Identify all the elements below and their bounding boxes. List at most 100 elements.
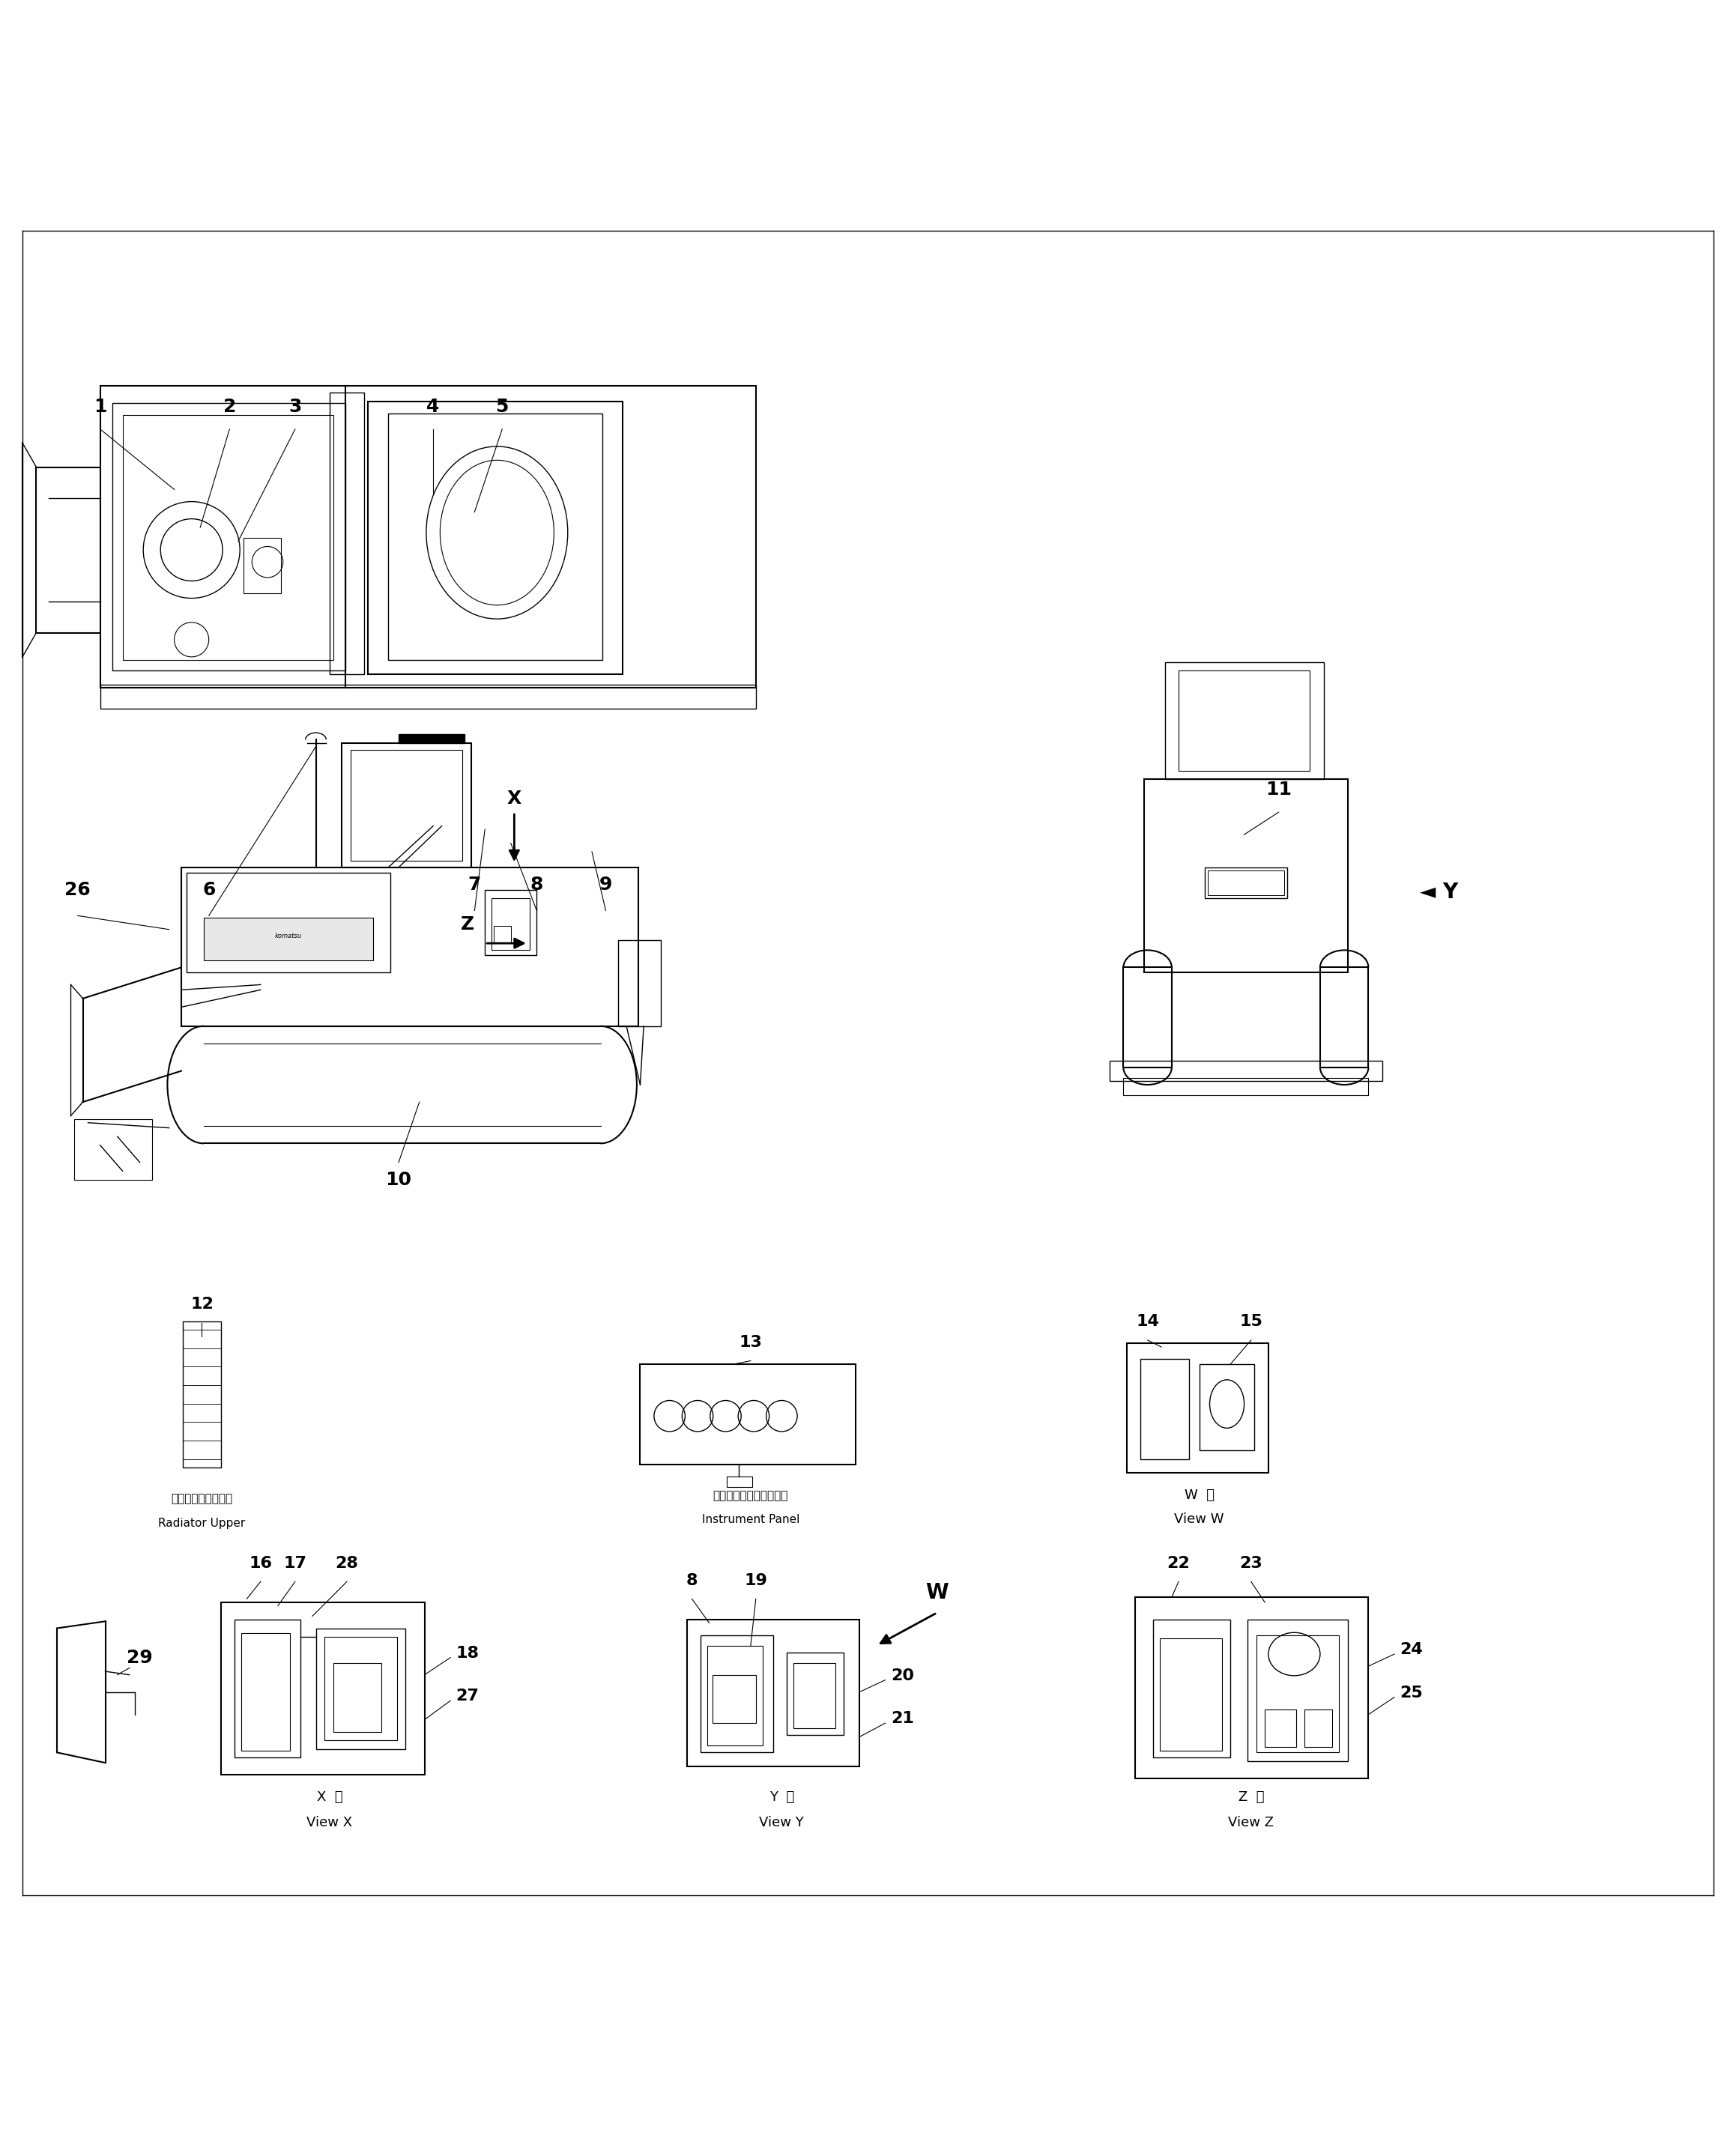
Bar <box>1123 967 1172 1068</box>
Text: 15: 15 <box>1240 1315 1262 1330</box>
Text: View W: View W <box>1174 1512 1224 1527</box>
Bar <box>726 1477 752 1486</box>
Text: 11: 11 <box>1266 781 1292 798</box>
Text: komatsu: komatsu <box>274 933 302 939</box>
Text: 21: 21 <box>891 1710 915 1725</box>
Bar <box>234 1620 300 1757</box>
Text: 4: 4 <box>427 397 439 416</box>
Bar <box>1109 1061 1382 1080</box>
Bar <box>325 1638 398 1740</box>
Text: Y  視: Y 視 <box>769 1791 793 1804</box>
Bar <box>708 1646 762 1746</box>
Text: 1: 1 <box>94 397 106 416</box>
Bar <box>493 927 510 944</box>
Bar <box>182 1322 220 1467</box>
Text: X  視: X 視 <box>316 1791 342 1804</box>
Bar <box>342 743 470 867</box>
Text: Radiator Upper: Radiator Upper <box>158 1518 245 1529</box>
Bar <box>1266 1710 1297 1746</box>
Bar <box>123 416 333 660</box>
Bar <box>793 1663 835 1729</box>
Text: View Z: View Z <box>1229 1817 1274 1830</box>
Text: View X: View X <box>307 1817 352 1830</box>
Bar <box>1160 1638 1222 1751</box>
Text: 6: 6 <box>203 882 215 899</box>
Bar <box>1153 1620 1231 1757</box>
Bar <box>1200 1364 1255 1450</box>
Bar <box>491 899 529 950</box>
Bar <box>484 890 536 954</box>
Text: 14: 14 <box>1135 1315 1160 1330</box>
Text: 25: 25 <box>1399 1685 1424 1699</box>
Text: 18: 18 <box>457 1646 479 1661</box>
Bar <box>1304 1710 1332 1746</box>
Bar <box>330 393 365 675</box>
Text: ◄ Y: ◄ Y <box>1420 882 1458 903</box>
Text: 9: 9 <box>599 875 613 895</box>
Text: 22: 22 <box>1167 1556 1191 1571</box>
Bar <box>1127 1343 1269 1473</box>
Text: 7: 7 <box>469 875 481 895</box>
Bar <box>1123 1078 1368 1095</box>
Text: 26: 26 <box>64 882 90 899</box>
Text: W  視: W 視 <box>1184 1488 1213 1501</box>
Bar <box>399 734 464 743</box>
Bar <box>368 401 623 675</box>
Bar <box>243 538 281 594</box>
Text: 23: 23 <box>1240 1556 1262 1571</box>
Text: 19: 19 <box>745 1573 767 1588</box>
Text: X: X <box>507 790 521 807</box>
Bar <box>101 386 755 687</box>
Text: 20: 20 <box>891 1667 915 1682</box>
Text: Z  視: Z 視 <box>1238 1791 1264 1804</box>
Text: 13: 13 <box>740 1334 762 1349</box>
Text: 10: 10 <box>385 1170 411 1189</box>
Bar <box>220 1603 425 1774</box>
Bar <box>1257 1635 1338 1753</box>
Text: 2: 2 <box>222 397 236 416</box>
Bar <box>203 918 373 961</box>
Bar <box>241 1633 290 1751</box>
Bar <box>641 1364 856 1465</box>
Text: 12: 12 <box>191 1298 214 1313</box>
Bar <box>1205 867 1288 899</box>
Text: 27: 27 <box>457 1689 479 1704</box>
Bar <box>786 1652 844 1736</box>
Bar <box>389 414 602 660</box>
Text: 29: 29 <box>127 1648 153 1667</box>
Text: 17: 17 <box>283 1556 307 1571</box>
Bar <box>181 867 639 1027</box>
Text: 8: 8 <box>529 875 543 895</box>
Text: 16: 16 <box>248 1556 273 1571</box>
Bar <box>333 1663 382 1731</box>
Text: 28: 28 <box>335 1556 358 1571</box>
Text: インスツルメントパネル: インスツルメントパネル <box>713 1490 788 1501</box>
Text: 8: 8 <box>686 1573 698 1588</box>
Bar <box>701 1635 773 1753</box>
Bar <box>101 685 755 709</box>
Bar <box>1135 1597 1368 1778</box>
Bar <box>351 749 462 860</box>
Bar <box>75 1119 151 1181</box>
Bar <box>687 1620 859 1766</box>
Text: ラジエータアッパー: ラジエータアッパー <box>172 1492 233 1505</box>
Text: Instrument Panel: Instrument Panel <box>701 1514 800 1524</box>
Bar <box>1144 779 1347 974</box>
Bar <box>1208 871 1285 895</box>
Bar <box>316 1629 406 1749</box>
Bar <box>1248 1620 1347 1761</box>
Text: View Y: View Y <box>759 1817 804 1830</box>
Bar <box>1141 1360 1189 1458</box>
Bar <box>186 873 391 974</box>
Bar <box>1179 670 1309 771</box>
Bar <box>1165 662 1323 779</box>
Text: 24: 24 <box>1399 1642 1424 1657</box>
Bar <box>113 404 345 670</box>
Bar <box>713 1674 755 1723</box>
Text: 5: 5 <box>496 397 509 416</box>
Bar <box>618 939 661 1027</box>
Text: W: W <box>925 1582 948 1603</box>
Text: Z: Z <box>460 916 474 933</box>
Bar <box>1319 967 1368 1068</box>
Text: 3: 3 <box>288 397 302 416</box>
